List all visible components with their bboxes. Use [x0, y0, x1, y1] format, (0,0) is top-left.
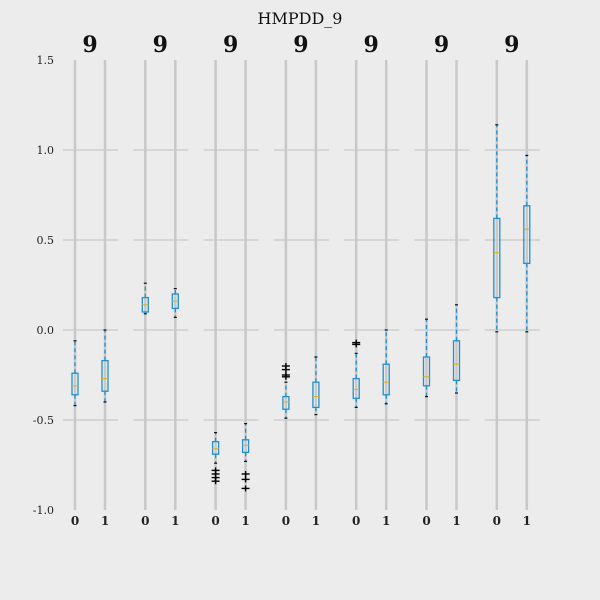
x-tick-label: 1 [101, 514, 109, 528]
box [493, 217, 501, 299]
x-tick-label: 0 [71, 514, 79, 528]
panels-layer: 9 0 1 9 0 1 9 0 1 9 0 1 9 0 1 9 0 1 9 0 1 [71, 32, 531, 528]
box [71, 372, 79, 396]
box [382, 363, 390, 396]
chart-title: HMPDD_9 [258, 9, 343, 28]
y-tick-label: -0.5 [33, 414, 54, 427]
flier [281, 373, 290, 380]
flier [241, 476, 250, 483]
x-tick-label: 1 [452, 514, 460, 528]
panel-label: 9 [364, 32, 379, 58]
panel: 9 0 1 [211, 32, 249, 528]
y-tick-label: 0.5 [37, 234, 55, 247]
flier [281, 366, 290, 373]
y-tick-label: 1.5 [37, 54, 55, 67]
x-tick-label: 0 [352, 514, 360, 528]
panel: 9 0 1 [141, 32, 179, 528]
y-tick-label: 1.0 [37, 144, 55, 157]
y-tick-label: -1.0 [33, 504, 54, 517]
panel-label: 9 [153, 32, 168, 58]
panel-label: 9 [434, 32, 449, 58]
x-tick-label: 0 [211, 514, 219, 528]
box [312, 381, 320, 409]
panel: 9 0 1 [422, 32, 460, 528]
x-tick-label: 0 [493, 514, 501, 528]
panel: 9 0 1 [71, 32, 109, 528]
grid-layer [63, 60, 540, 510]
x-tick-label: 0 [282, 514, 290, 528]
box [282, 395, 290, 410]
panel-label: 9 [82, 32, 97, 58]
box [422, 356, 431, 387]
x-tick-label: 1 [241, 514, 249, 528]
x-tick-label: 0 [422, 514, 430, 528]
flier [211, 478, 220, 485]
x-tick-label: 1 [312, 514, 320, 528]
panel-label: 9 [223, 32, 238, 58]
x-tick-label: 1 [171, 514, 179, 528]
box [452, 340, 461, 382]
panel: 9 0 1 [282, 32, 320, 528]
box [241, 439, 250, 454]
x-tick-label: 0 [141, 514, 149, 528]
flier [241, 485, 250, 492]
box [211, 440, 220, 455]
flier [241, 471, 250, 477]
box [523, 205, 531, 265]
x-tick-label: 1 [382, 514, 390, 528]
y-axis-ticks: 1.5 1.0 0.5 0.0 -0.5 -1.0 [33, 54, 54, 517]
flier [352, 341, 361, 348]
panel-label: 9 [293, 32, 308, 58]
panel: 9 0 1 [352, 32, 390, 528]
panel-label: 9 [504, 32, 519, 58]
box [101, 359, 109, 392]
panel: 9 0 1 [493, 32, 531, 528]
y-tick-label: 0.0 [37, 324, 55, 337]
x-tick-label: 1 [523, 514, 531, 528]
box [352, 377, 360, 400]
